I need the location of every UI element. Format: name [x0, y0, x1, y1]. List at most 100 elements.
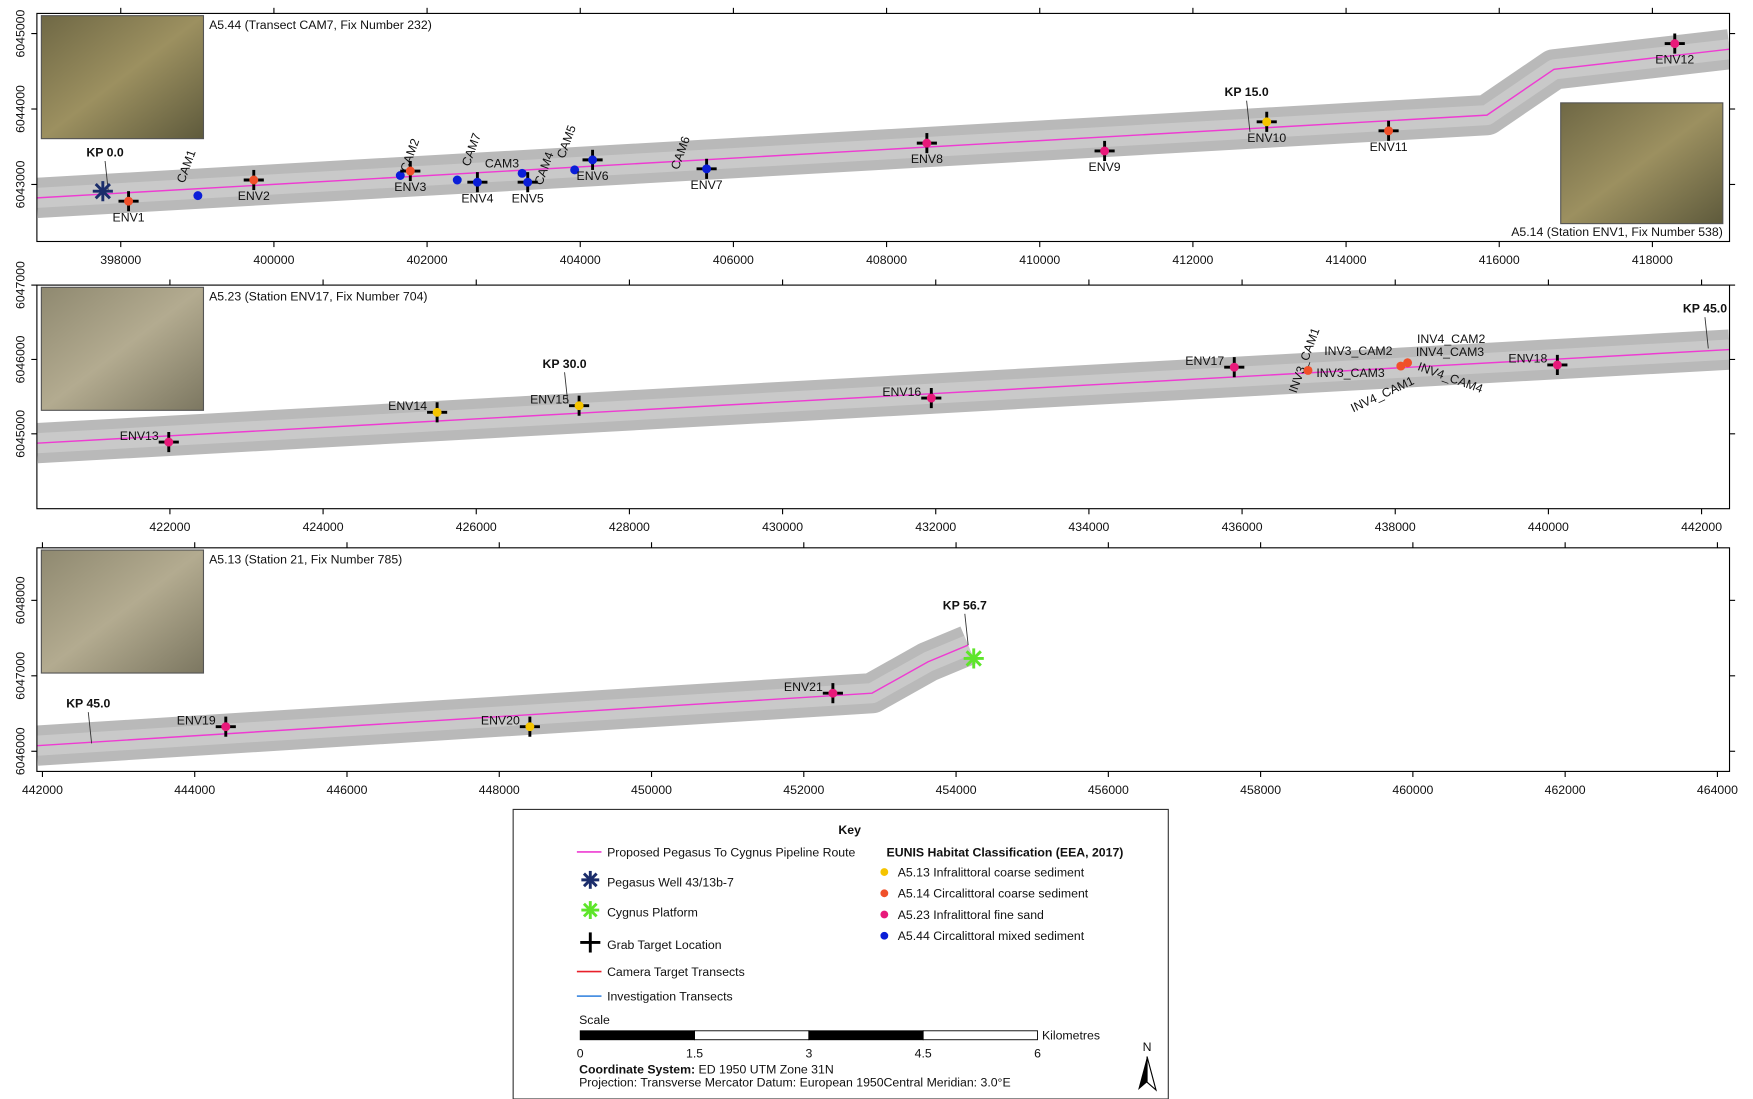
station-label: ENV6: [577, 169, 609, 183]
habitat-dot: [473, 178, 482, 187]
habitat-swatch: [880, 868, 888, 876]
photo-caption: A5.44 (Transect CAM7, Fix Number 232): [209, 18, 432, 32]
station-label: ENV15: [530, 392, 569, 406]
habitat-title: EUNIS Habitat Classification (EEA, 2017): [887, 845, 1124, 859]
star-symbol: [964, 648, 984, 668]
coordinate-system: Coordinate System: ED 1950 UTM Zone 31N: [579, 1062, 834, 1076]
x-tick-label: 428000: [609, 520, 650, 534]
habitat-dot: [702, 164, 711, 173]
station-label: ENV10: [1247, 131, 1286, 145]
x-tick-label: 462000: [1545, 783, 1586, 797]
y-tick-label: 6047000: [14, 652, 28, 700]
station-label: ENV9: [1089, 160, 1121, 174]
station-label: ENV17: [1185, 354, 1224, 368]
station-label: ENV20: [481, 713, 520, 727]
y-tick-label: 6048000: [14, 576, 28, 624]
scale-segment: [923, 1031, 1037, 1040]
photo-caption: A5.14 (Station ENV1, Fix Number 538): [1511, 225, 1723, 239]
habitat-label: A5.13 Infralittoral coarse sediment: [898, 866, 1085, 880]
habitat-dot: [922, 139, 931, 148]
y-tick-label: 6045000: [14, 9, 28, 57]
scale-tick-label: 1.5: [686, 1047, 703, 1061]
map-panel: INV3_CAM1INV3_CAM2INV3_CAM3INV4_CAM2INV4…: [14, 261, 1736, 534]
habitat-dot: [588, 155, 597, 164]
x-tick-label: 416000: [1479, 253, 1520, 267]
habitat-dot: [1262, 117, 1271, 126]
station-label: ENV14: [388, 399, 427, 413]
habitat-label: A5.14 Circalittoral coarse sediment: [898, 887, 1089, 901]
y-tick-label: 6046000: [14, 727, 28, 775]
habitat-dot: [1100, 146, 1109, 155]
y-tick-label: 6047000: [14, 261, 28, 309]
scale-segment: [809, 1031, 923, 1040]
habitat-name: Circalittoral mixed sediment: [933, 929, 1084, 943]
legend-label: Pegasus Well 43/13b-7: [607, 876, 734, 890]
kp-label: KP 0.0: [86, 146, 123, 160]
y-tick-label: 6043000: [14, 160, 28, 208]
x-tick-label: 454000: [936, 783, 977, 797]
habitat-name: Infralittoral fine sand: [933, 908, 1044, 922]
scale-tick-label: 4.5: [915, 1047, 932, 1061]
x-tick-label: 434000: [1068, 520, 1109, 534]
x-tick-label: 398000: [100, 253, 141, 267]
star-symbol: [581, 901, 599, 919]
station-label: ENV8: [911, 152, 943, 166]
x-tick-label: 400000: [253, 253, 294, 267]
x-tick-label: 440000: [1528, 520, 1569, 534]
habitat-dot: [828, 689, 837, 698]
photo-caption: A5.13 (Station 21, Fix Number 785): [209, 552, 402, 566]
x-tick-label: 442000: [1681, 520, 1722, 534]
station-label: ENV16: [882, 385, 921, 399]
map-page: CAM1CAM2CAM7CAM3CAM4CAM5CAM6ENV1ENV2ENV3…: [0, 0, 1753, 1099]
legend-label: Grab Target Location: [607, 938, 722, 952]
star-symbol: [93, 181, 113, 201]
scale-segment: [695, 1031, 809, 1040]
scale-tick-label: 6: [1034, 1047, 1041, 1061]
habitat-dot: [124, 197, 133, 206]
x-tick-label: 426000: [456, 520, 497, 534]
station-label: ENV2: [238, 189, 270, 203]
x-tick-label: 406000: [713, 253, 754, 267]
habitat-dot: [927, 394, 936, 403]
sample-point: [518, 169, 527, 178]
legend-label: Proposed Pegasus To Cygnus Pipeline Rout…: [607, 845, 855, 859]
legend-title: Key: [838, 823, 861, 837]
habitat-dot: [406, 167, 415, 176]
legend-label: Cygnus Platform: [607, 906, 698, 920]
seabed-photo: [41, 550, 203, 673]
station-label: ENV12: [1655, 53, 1694, 67]
habitat-name: Infralittoral coarse sediment: [933, 866, 1084, 880]
habitat-code: A5.23: [898, 908, 930, 922]
seabed-photo: [41, 16, 203, 139]
transect-label: INV3_CAM3: [1316, 366, 1384, 380]
y-tick-label: 6046000: [14, 335, 28, 383]
scale-tick-label: 0: [577, 1047, 584, 1061]
x-tick-label: 418000: [1632, 253, 1673, 267]
transect-label: INV4_CAM3: [1416, 345, 1484, 359]
habitat-label: A5.23 Infralittoral fine sand: [898, 908, 1044, 922]
seabed-photo: [1561, 103, 1723, 224]
habitat-dot: [1384, 126, 1393, 135]
habitat-name: Circalittoral coarse sediment: [933, 887, 1089, 901]
transect-label: INV3_CAM2: [1324, 344, 1392, 358]
x-tick-label: 450000: [631, 783, 672, 797]
x-tick-label: 410000: [1019, 253, 1060, 267]
habitat-code: A5.14: [898, 887, 930, 901]
x-tick-label: 456000: [1088, 783, 1129, 797]
habitat-code: A5.44: [898, 929, 930, 943]
habitat-dot: [221, 722, 230, 731]
habitat-dot: [525, 722, 534, 731]
station-label: ENV19: [177, 713, 216, 727]
star-symbol: [581, 871, 599, 889]
transect-label: CAM3: [485, 157, 519, 171]
habitat-code: A5.13: [898, 866, 930, 880]
seabed-photo: [41, 287, 203, 410]
x-tick-label: 412000: [1172, 253, 1213, 267]
habitat-swatch: [880, 911, 888, 919]
coordinate-label: Coordinate System:: [579, 1062, 695, 1076]
habitat-dot: [523, 178, 532, 187]
scale-title: Scale: [579, 1013, 610, 1027]
